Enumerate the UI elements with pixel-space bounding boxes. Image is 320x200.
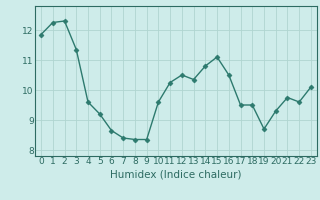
X-axis label: Humidex (Indice chaleur): Humidex (Indice chaleur) bbox=[110, 169, 242, 179]
